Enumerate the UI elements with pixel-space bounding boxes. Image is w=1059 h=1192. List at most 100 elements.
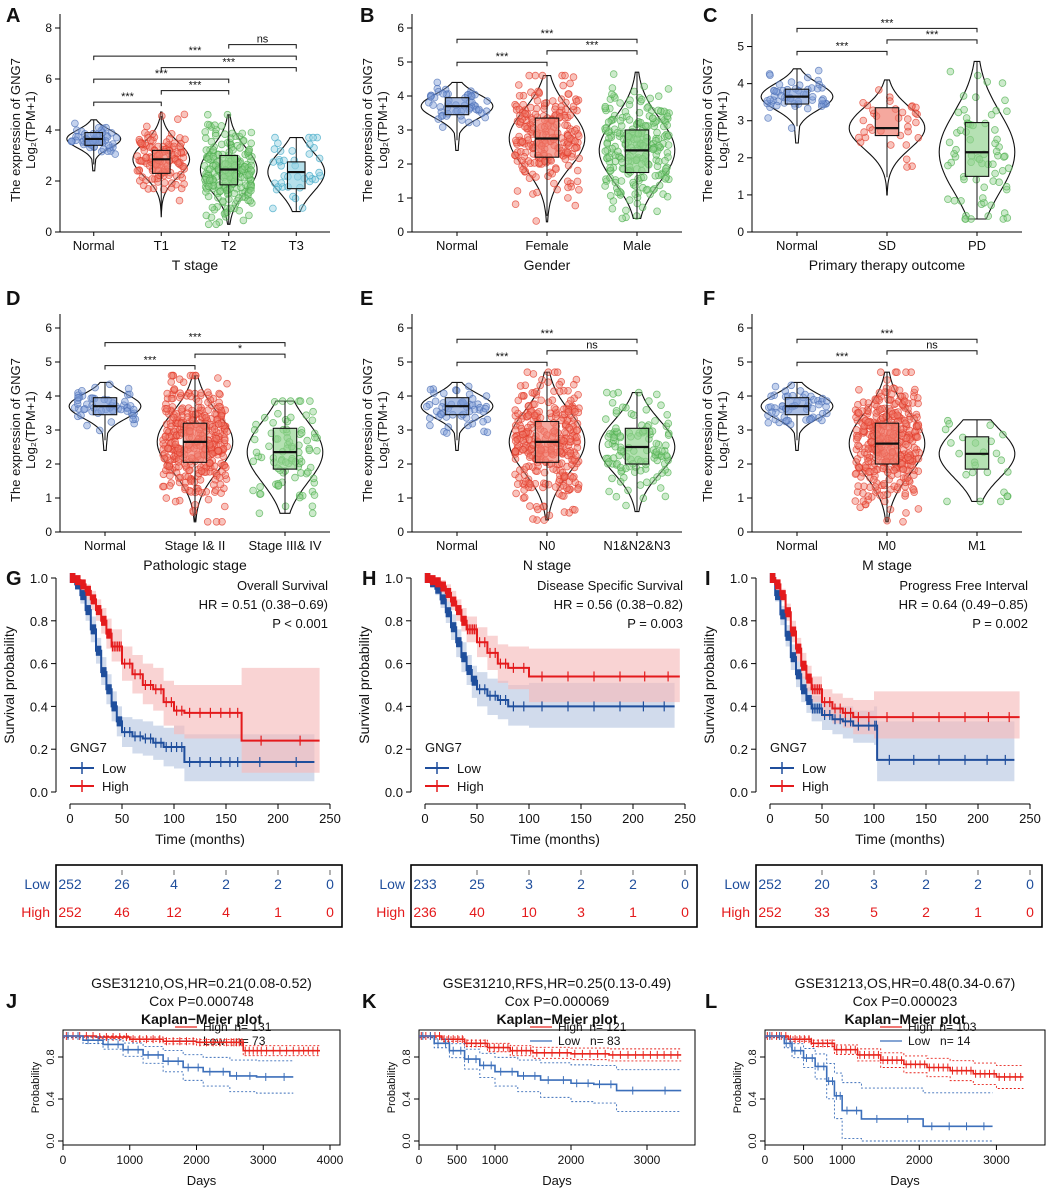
data-point — [169, 413, 178, 422]
data-point — [886, 505, 895, 514]
data-point — [514, 81, 523, 89]
y-axis-unit: Log₂(TPM+1) — [375, 91, 390, 169]
y-tick-label: 1 — [397, 491, 404, 505]
data-point — [216, 187, 225, 195]
data-point — [664, 419, 673, 428]
panel-letter: F — [703, 288, 715, 310]
sig-label: *** — [189, 332, 203, 344]
data-point — [601, 182, 609, 190]
data-point — [173, 149, 182, 158]
x-axis-label: N stage — [523, 557, 571, 573]
data-point — [94, 124, 103, 132]
data-point — [212, 517, 221, 526]
data-point — [851, 470, 860, 478]
data-point — [214, 420, 223, 428]
data-point — [876, 491, 884, 500]
y-tick-label: 3 — [737, 423, 744, 437]
y-tick-label: 3 — [397, 423, 404, 437]
data-point — [308, 509, 317, 518]
x-tick-label: N0 — [539, 538, 556, 553]
data-point — [624, 486, 632, 495]
data-point — [903, 474, 912, 482]
x-axis-label: T stage — [172, 257, 219, 273]
data-point — [280, 156, 288, 165]
data-point — [107, 129, 116, 137]
data-point — [177, 405, 186, 414]
data-point — [107, 418, 116, 426]
data-point — [526, 103, 535, 112]
data-point — [864, 445, 873, 453]
data-point — [529, 515, 537, 523]
legend-title: GNG7 — [425, 740, 462, 755]
ci-lower-low — [419, 1037, 682, 1112]
data-point — [653, 162, 662, 171]
data-point — [306, 397, 314, 405]
data-point — [823, 397, 831, 405]
y-tick-label: 5 — [397, 355, 404, 369]
data-point — [564, 408, 573, 416]
x-tick-label: 150 — [215, 811, 237, 826]
data-point — [559, 81, 567, 90]
data-point — [911, 385, 919, 394]
legend-label-high: High — [102, 779, 129, 794]
y-tick-label: 0.4 — [30, 699, 48, 714]
data-point — [111, 150, 119, 158]
data-point — [176, 389, 185, 398]
legend-label-high: High — [802, 779, 829, 794]
sig-label: *** — [144, 355, 158, 367]
data-point — [625, 196, 634, 204]
data-point — [531, 71, 540, 80]
y-axis-label: Probability — [732, 1061, 744, 1113]
y-tick-label: 0.4 — [747, 1091, 759, 1106]
risk-count-high: 4 — [222, 904, 230, 920]
data-point — [204, 192, 213, 201]
y-tick-label: 4 — [45, 389, 52, 403]
hazard-ratio: HR = 0.51 (0.38−0.69) — [199, 597, 328, 612]
y-tick-label: 0.0 — [385, 785, 403, 800]
data-point — [640, 82, 648, 91]
data-point — [149, 129, 157, 138]
data-point — [574, 390, 582, 399]
data-point — [606, 173, 614, 182]
data-point — [181, 483, 189, 492]
data-point — [564, 183, 572, 192]
risk-count-high: 1 — [974, 904, 982, 920]
data-point — [550, 179, 558, 188]
data-point — [176, 142, 184, 151]
data-point — [544, 368, 553, 377]
y-tick-label: 0.0 — [30, 785, 48, 800]
data-point — [291, 473, 299, 482]
sig-bracket — [93, 78, 230, 84]
data-point — [952, 145, 960, 154]
risk-count-low: 3 — [870, 876, 878, 892]
data-point — [296, 397, 305, 405]
risk-count-low: 3 — [525, 876, 533, 892]
data-point — [625, 116, 634, 124]
data-point — [472, 119, 481, 127]
data-point — [950, 196, 959, 205]
data-point — [815, 400, 823, 409]
data-point — [141, 129, 149, 137]
data-point — [608, 84, 617, 92]
data-point — [434, 87, 443, 96]
risk-table-frame — [410, 864, 698, 928]
geo-panel-k: K GSE31210,RFS,HR=0.25(0.13-0.49) Cox P=0.… — [362, 975, 696, 1188]
x-tick-label: Male — [623, 238, 651, 253]
data-point — [426, 385, 435, 394]
data-point — [642, 405, 651, 414]
data-point — [67, 137, 76, 146]
data-point — [170, 142, 178, 151]
data-point — [899, 517, 907, 526]
data-point — [524, 136, 532, 144]
data-point — [183, 413, 192, 421]
data-point — [309, 407, 317, 416]
data-point — [555, 380, 564, 389]
y-tick-label: 0.0 — [45, 1133, 57, 1148]
data-point — [167, 371, 176, 380]
data-point — [983, 468, 992, 477]
data-point — [664, 431, 673, 439]
data-point — [868, 126, 877, 134]
data-point — [573, 166, 582, 175]
data-point — [606, 192, 615, 200]
